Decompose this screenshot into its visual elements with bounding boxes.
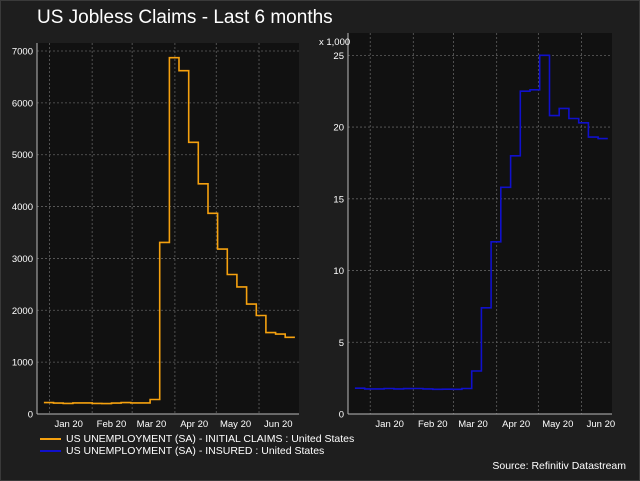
x-tick-label: Mar 20	[458, 419, 488, 430]
chart-title: US Jobless Claims - Last 6 months	[37, 7, 333, 28]
y-tick-label: 15	[333, 194, 344, 205]
x-tick-label: Feb 20	[418, 419, 448, 430]
y-tick-label: 1000	[12, 358, 33, 369]
y-tick-label: 0	[339, 410, 344, 421]
legend-label: US UNEMPLOYMENT (SA) - INITIAL CLAIMS : …	[66, 433, 355, 445]
y-tick-label: 4000	[12, 202, 33, 213]
x-tick-label: Jun 20	[587, 419, 616, 430]
series-lines	[43, 54, 608, 405]
x-tick-label: Jan 20	[375, 419, 404, 430]
legend: US UNEMPLOYMENT (SA) - INITIAL CLAIMS : …	[40, 433, 354, 457]
y-tick-label: 25	[333, 51, 344, 62]
y-tick-label: 6000	[12, 98, 33, 109]
axes-left: 0 1000 2000 3000 4000 5000 6000 7000 Jan 20 Feb 2…	[12, 43, 299, 430]
y-tick-label: 2000	[12, 306, 33, 317]
legend-label: US UNEMPLOYMENT (SA) - INSURED : United …	[66, 445, 325, 457]
x-tick-label: Apr 20	[180, 419, 208, 430]
y-tick-label: 0	[28, 410, 33, 421]
x-tick-label: May 20	[542, 419, 573, 430]
legend-item-initial-claims: US UNEMPLOYMENT (SA) - INITIAL CLAIMS : …	[40, 433, 354, 445]
series-line-insured	[354, 54, 608, 391]
grid-right	[348, 33, 612, 414]
y-tick-label: 7000	[12, 47, 33, 58]
x-tick-label: Feb 20	[97, 419, 127, 430]
source-note: Source: Refinitiv Datastream	[492, 460, 626, 472]
y-tick-label: 5000	[12, 150, 33, 161]
legend-swatch-orange	[40, 438, 61, 440]
x-tick-label: Jun 20	[264, 419, 293, 430]
y-tick-label: 5	[339, 338, 344, 349]
y-tick-label: 3000	[12, 254, 33, 265]
legend-swatch-blue	[40, 450, 61, 452]
x-tick-label: Mar 20	[137, 419, 167, 430]
x-tick-label: Apr 20	[502, 419, 530, 430]
legend-item-insured: US UNEMPLOYMENT (SA) - INSURED : United …	[40, 445, 354, 457]
plot-area-left	[37, 43, 299, 414]
x-tick-label: May 20	[220, 419, 251, 430]
axes-right: 0 5 10 15 20 25 Jan 20 Feb 20 Mar 20 Apr 20 May 20…	[333, 33, 615, 430]
plot-area-right	[348, 33, 612, 414]
y-tick-label: 10	[333, 266, 344, 277]
grid-left	[37, 43, 299, 414]
y-unit-label: x 1,000	[319, 37, 350, 48]
y-tick-label: 20	[333, 123, 344, 134]
series-line-initial-claims	[43, 56, 295, 405]
x-tick-label: Jan 20	[54, 419, 83, 430]
